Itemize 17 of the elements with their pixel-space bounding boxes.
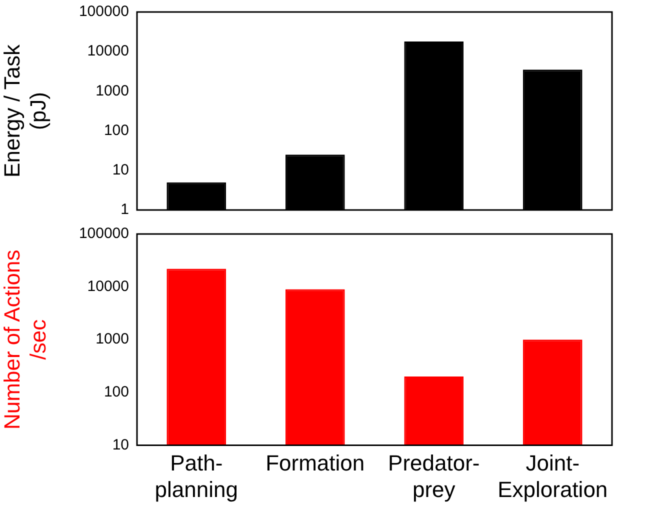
y-tick-label: 100000 [78,225,129,242]
y-tick-label: 1000 [96,330,129,348]
y-axis-title: Energy / Task (pJ) [0,44,51,178]
y-tick-label: 10 [112,162,129,179]
x-tick-label: Formation [266,450,365,476]
x-tick-label: Joint- Exploration [498,450,608,502]
y-tick-label: 1 [120,201,129,218]
y-tick-label: 10 [112,436,129,454]
x-tick-label: Path- planning [154,450,238,502]
y-tick-label: 100 [104,122,129,139]
y-tick-label: 1000 [96,82,129,100]
y-tick-label: 10000 [87,42,129,60]
x-tick-label: Predator- prey [388,450,480,502]
y-axis-title: Number of Actions /sec [0,250,51,430]
y-tick-label: 100000 [78,3,129,20]
y-tick-label: 10000 [87,278,129,295]
y-tick-label: 100 [104,384,129,401]
